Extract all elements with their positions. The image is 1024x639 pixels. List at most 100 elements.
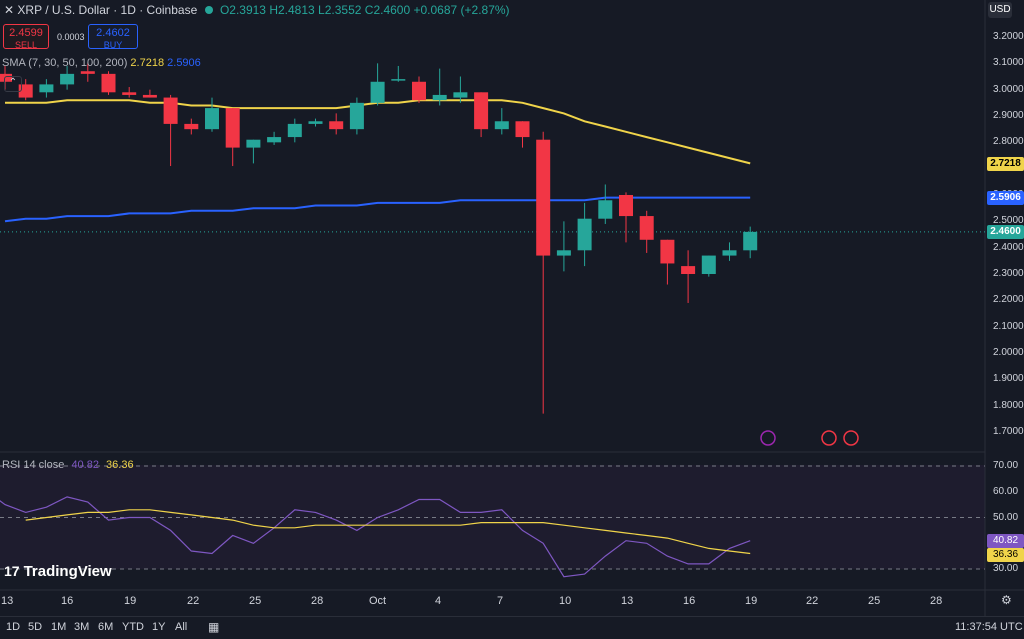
candle-body-up: [267, 137, 282, 143]
candle-body-up: [349, 102, 364, 130]
ohlc-open: O2.3913: [219, 3, 266, 17]
rsi-legend[interactable]: RSI 14 close 40.82 36.36: [2, 459, 134, 471]
range-button-6m[interactable]: 6M: [98, 621, 114, 633]
ohlc-low: L2.3552: [318, 3, 362, 17]
candle-body-up: [598, 200, 613, 219]
candle-body-down: [515, 121, 530, 138]
time-tick-label: 25: [249, 595, 262, 607]
candle-body-up: [432, 94, 447, 101]
close-symbol-icon[interactable]: ✕: [4, 3, 15, 17]
rsi-value-badge: 40.82: [987, 534, 1024, 548]
range-button-all[interactable]: All: [175, 621, 188, 633]
candle-body-down: [80, 71, 95, 74]
time-tick-label: Oct: [369, 595, 387, 607]
candle-body-down: [163, 97, 178, 124]
price-tick-label: 1.7000: [993, 426, 1024, 437]
price-tick-label: 2.3000: [993, 268, 1024, 279]
settings-gear-icon[interactable]: ⚙: [1001, 593, 1012, 607]
candle-body-up: [722, 250, 737, 256]
candle-body-down: [225, 108, 240, 148]
time-tick-label: 19: [745, 595, 758, 607]
us-flag-event-icon: [821, 430, 837, 446]
time-tick-label: 16: [683, 595, 696, 607]
rsi-label: RSI 14 close: [2, 459, 65, 471]
calendar-go-to-date-icon[interactable]: ▦: [208, 620, 220, 634]
buy-button[interactable]: 2.4602 BUY: [88, 24, 138, 50]
price-tick-label: 2.2000: [993, 294, 1024, 306]
rsi-value: 40.82: [71, 459, 99, 471]
price-tick-label: 1.9000: [993, 373, 1024, 385]
buy-price: 2.4602: [96, 27, 130, 39]
candle-body-down: [142, 94, 157, 98]
range-button-5d[interactable]: 5D: [28, 621, 43, 633]
candle-body-up: [205, 108, 219, 130]
price-tick-label: 3.1000: [993, 57, 1024, 69]
time-tick-label: 10: [559, 595, 572, 607]
symbol-header: ✕ XRP / U.S. Dollar · 1D · Coinbase O2.3…: [4, 3, 510, 17]
tradingview-logo[interactable]: 17 TradingView: [4, 563, 112, 580]
time-tick-label: 28: [311, 595, 324, 607]
price-tick-label: 2.0000: [993, 347, 1024, 358]
bottom-toolbar: [0, 616, 1024, 639]
price-tick-label: 3.2000: [993, 31, 1024, 42]
sma-legend[interactable]: SMA (7, 30, 50, 100, 200) 2.7218 2.5906: [2, 57, 201, 69]
sma-value-blue: 2.5906: [167, 57, 201, 69]
currency-selector[interactable]: USD: [988, 2, 1012, 18]
collapse-legend-button[interactable]: ⌃: [4, 76, 22, 92]
sell-label: SELL: [14, 40, 38, 50]
price-tick-label: 1.8000: [993, 399, 1024, 411]
range-button-1d[interactable]: 1D: [6, 621, 21, 633]
rsi-axis-30: 30.00: [993, 563, 1019, 574]
candle-body-up: [453, 92, 468, 98]
candle-body-down: [412, 81, 426, 101]
candle-body-up: [60, 73, 75, 85]
price-tick-label: 2.4000: [993, 241, 1024, 253]
buy-label: BUY: [103, 40, 123, 50]
rsi-axis-50: 50.00: [993, 512, 1019, 523]
sma-value-yellow: 2.7218: [130, 57, 165, 69]
price-tick-label: 2.5000: [993, 215, 1024, 227]
rsi-axis-70: 70.00: [993, 460, 1019, 471]
candle-body-down: [184, 123, 199, 130]
market-status-dot: [204, 6, 213, 14]
candle-body-up: [308, 121, 323, 124]
rsi-axis-60: 60.00: [993, 486, 1019, 497]
candle-body-down: [122, 92, 137, 95]
candle-body-up: [370, 81, 385, 103]
candle-body-up: [494, 121, 509, 130]
rsi-line: [0, 496, 751, 578]
range-button-1y[interactable]: 1Y: [152, 621, 166, 633]
utc-clock[interactable]: 11:37:54 UTC: [955, 621, 1023, 633]
ohlc-close-change: C2.4600 +0.0687 (+2.87%): [364, 3, 510, 17]
range-button-1m[interactable]: 1M: [51, 621, 67, 633]
rsi-band-background: [0, 465, 985, 569]
range-button-3m[interactable]: 3M: [74, 621, 90, 633]
candle-body-up: [743, 231, 758, 251]
spread-value: 0.0003: [57, 32, 85, 42]
sma-line-blue: [4, 196, 751, 223]
candle-body-down: [329, 121, 344, 130]
candle-body-up: [577, 218, 592, 251]
sell-price: 2.4599: [9, 27, 43, 39]
candle-body-up: [701, 255, 716, 274]
sell-button[interactable]: 2.4599 SELL: [3, 24, 49, 50]
candle-body-down: [18, 84, 33, 98]
last-price-badge: 2.4600: [987, 225, 1024, 239]
candle-body-up: [391, 79, 406, 81]
price-tick-label: 2.1000: [993, 320, 1024, 332]
candle-body-up: [246, 139, 261, 148]
time-tick-label: 28: [930, 595, 943, 607]
sma-label: SMA (7, 30, 50, 100, 200): [2, 57, 128, 69]
symbol-title[interactable]: XRP / U.S. Dollar · 1D · Coinbase: [17, 3, 198, 17]
time-tick-label: 13: [1, 595, 14, 607]
range-button-ytd[interactable]: YTD: [122, 621, 144, 633]
price-tick-label: 2.9000: [993, 110, 1024, 121]
candle-body-down: [101, 73, 116, 93]
time-tick-label: 4: [435, 595, 442, 607]
candle-body-down: [536, 139, 551, 256]
time-tick-label: 22: [187, 595, 200, 607]
candle-body-up: [39, 84, 54, 93]
candle-body-down: [474, 92, 489, 130]
event-icon: [760, 430, 776, 446]
